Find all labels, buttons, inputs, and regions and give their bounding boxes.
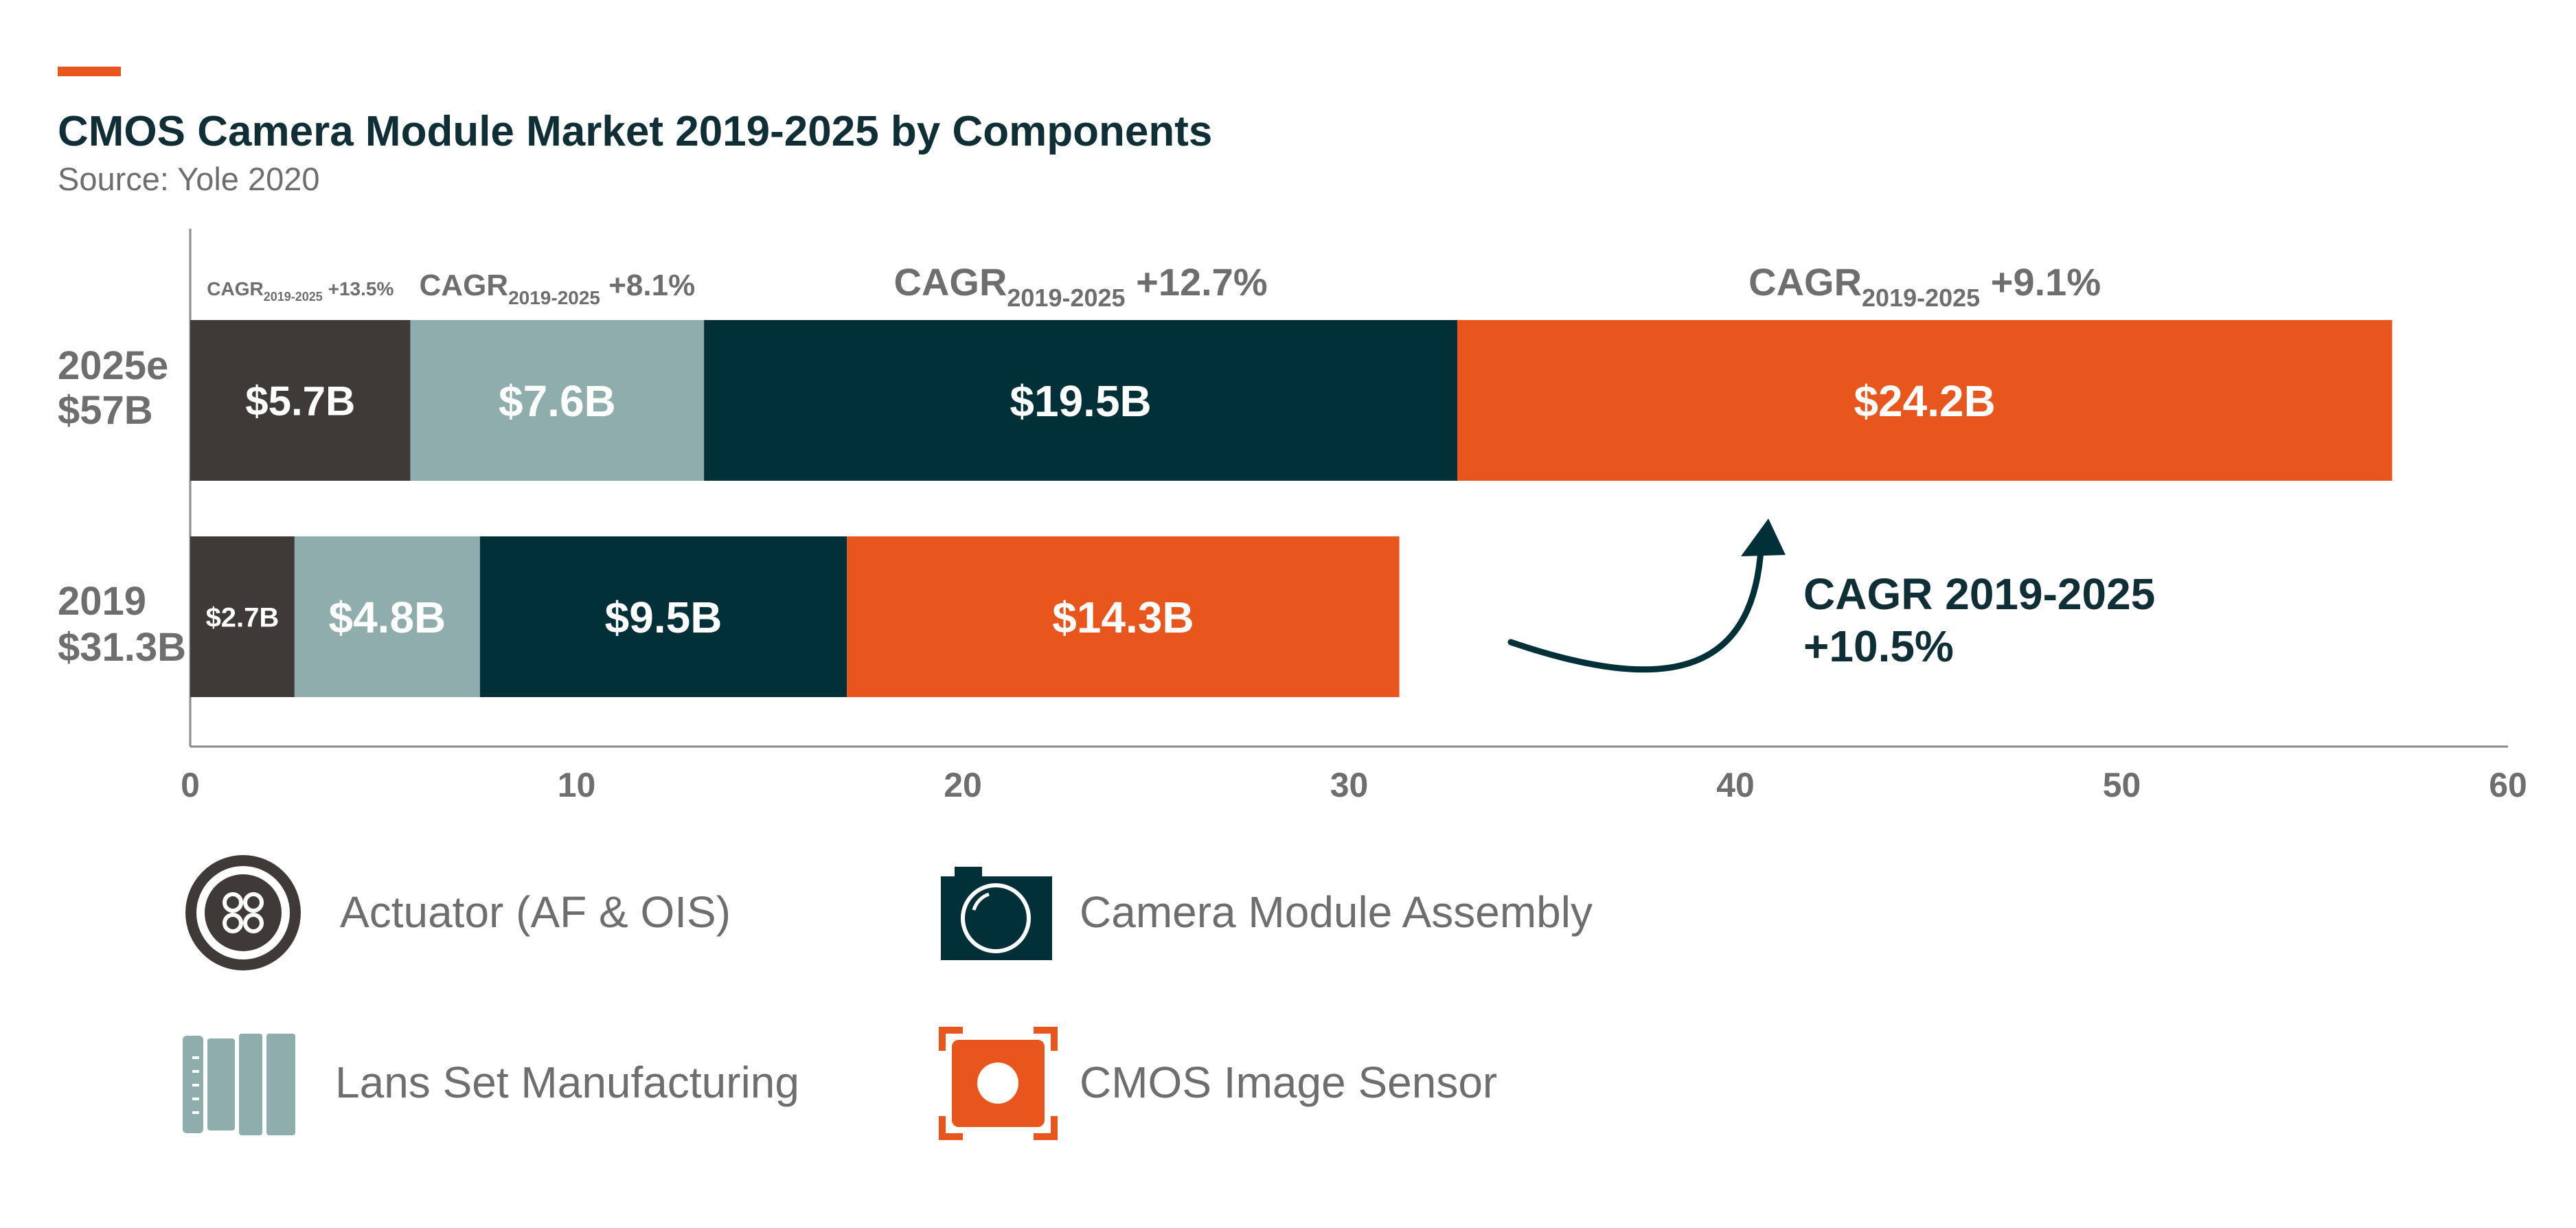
chart-source: Source: Yole 2020 [58,161,320,197]
bar-value-label: $4.8B [328,593,446,642]
x-tick-label: 0 [181,766,200,804]
lens-set-icon [183,1034,295,1135]
cagr-label-image-sensor: CAGR2019-2025 +9.1% [1748,260,2101,312]
bar-value-label: $7.6B [499,376,616,426]
bar-value-label: $2.7B [206,602,280,633]
chart-title: CMOS Camera Module Market 2019-2025 by C… [58,108,1212,155]
bar-value-label: $14.3B [1052,593,1194,642]
bar-value-label: $5.7B [245,378,355,424]
bar-value-label: $19.5B [1010,376,1151,426]
actuator-icon [185,855,301,970]
bar-lens-set-2019 [294,536,480,697]
category-value-2019: $31.3B [58,625,186,670]
camera-icon [941,867,1052,960]
legend-label-actuator: Actuator (AF & OIS) [340,887,731,937]
category-label-2025e: 2025e [58,343,168,388]
overall-cagr-line1: CAGR 2019-2025 [1803,569,2155,619]
x-tick-label: 10 [558,766,596,804]
category-label-2019: 2019 [58,579,146,624]
image-sensor-icon [939,1027,1058,1140]
cagr-label-camera-assembly: CAGR2019-2025 +12.7% [894,260,1268,312]
x-tick-label: 30 [1330,766,1369,804]
bar-value-label: $9.5B [605,593,722,642]
bar-camera-assembly-2025e [704,320,1457,481]
x-tick-label: 60 [2489,766,2527,804]
legend-label-camera-module-assembly: Camera Module Assembly [1080,887,1593,937]
category-value-2025e: $57B [58,388,153,433]
cagr-label-lens-set: CAGR2019-2025 +8.1% [420,269,696,308]
x-tick-label: 40 [1716,766,1755,804]
legend-label-cmos-image-sensor: CMOS Image Sensor [1080,1058,1497,1107]
bar-lens-set-2025e [410,320,705,481]
cagr-label-actuator: CAGR2019-2025 +13.5% [207,278,394,304]
bar-image-sensor-2025e [1457,320,2393,481]
legend-label-lens-set-manufacturing: Lans Set Manufacturing [335,1058,799,1107]
bar-image-sensor-2019 [847,536,1400,697]
cagr-arrow [1507,532,1765,673]
x-tick-label: 50 [2103,766,2141,804]
bar-actuator-2019 [190,536,295,697]
x-tick-label: 20 [944,766,982,804]
bar-value-label: $24.2B [1854,376,1995,426]
bar-actuator-2025e [190,320,411,481]
cagr-arrow-head-icon [1741,519,1786,556]
overall-cagr-line2: +10.5% [1803,622,1954,671]
bar-camera-assembly-2019 [479,536,847,697]
accent-bar [58,67,121,76]
